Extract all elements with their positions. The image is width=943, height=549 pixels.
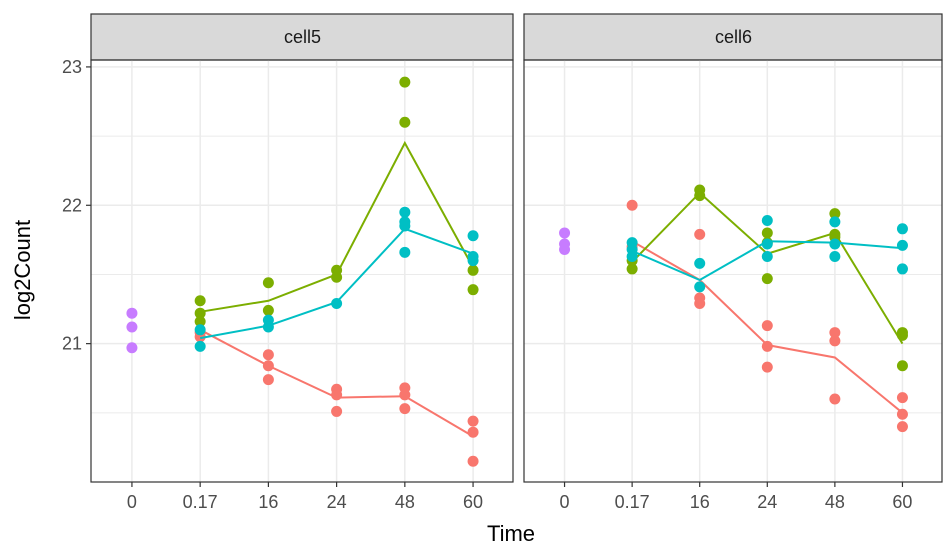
- y-axis-title: log2Count: [10, 220, 35, 320]
- data-point: [761, 340, 773, 352]
- x-tick-label: 16: [258, 492, 278, 512]
- data-point: [399, 220, 411, 232]
- data-point: [399, 76, 411, 88]
- facet-strip-label: cell6: [715, 27, 752, 47]
- x-tick-label: 0.17: [183, 492, 218, 512]
- data-point: [467, 230, 479, 242]
- panels: cell5 cell6: [90, 13, 943, 483]
- data-point: [559, 244, 571, 256]
- data-point: [399, 206, 411, 218]
- data-point: [194, 307, 206, 319]
- data-point: [262, 360, 274, 372]
- data-point: [126, 342, 138, 354]
- data-point: [694, 281, 706, 293]
- x-tick-label: 48: [395, 492, 415, 512]
- data-point: [399, 389, 411, 401]
- series-control: [126, 307, 138, 354]
- data-point: [896, 263, 908, 275]
- x-axis: 0 0.17 16 24 48 60 0 0.17 16 24 48 60: [127, 482, 912, 512]
- data-point: [896, 360, 908, 372]
- y-tick-label: 21: [62, 334, 82, 354]
- data-point: [829, 327, 841, 339]
- x-tick-label: 0: [127, 492, 137, 512]
- data-point: [467, 426, 479, 438]
- data-point: [694, 190, 706, 202]
- data-point: [559, 227, 571, 239]
- x-tick-label: 0.17: [615, 492, 650, 512]
- data-point: [262, 277, 274, 289]
- data-point: [761, 227, 773, 239]
- data-point: [467, 264, 479, 276]
- data-point: [829, 208, 841, 220]
- data-point: [896, 239, 908, 251]
- data-point: [896, 392, 908, 404]
- y-axis: 21 22 23: [62, 57, 91, 354]
- data-point: [896, 223, 908, 235]
- x-tick-label: 16: [690, 492, 710, 512]
- panel-cell5: cell5: [90, 13, 514, 483]
- data-point: [194, 340, 206, 352]
- data-point: [761, 320, 773, 332]
- data-point: [399, 246, 411, 258]
- x-axis-title: Time: [487, 521, 535, 546]
- data-point: [194, 316, 206, 328]
- data-point: [331, 271, 343, 283]
- data-point: [829, 393, 841, 405]
- data-point: [262, 321, 274, 333]
- data-point: [331, 389, 343, 401]
- facet-strip: [523, 13, 943, 61]
- data-point: [126, 307, 138, 319]
- y-tick-label: 22: [62, 195, 82, 215]
- series-blue: [626, 214, 908, 293]
- data-point: [626, 263, 638, 275]
- data-point: [626, 250, 638, 262]
- data-point: [761, 250, 773, 262]
- data-point: [761, 361, 773, 373]
- facet-strip-label: cell5: [284, 27, 321, 47]
- x-tick-label: 60: [892, 492, 912, 512]
- panel-border: [90, 59, 514, 483]
- data-point: [626, 199, 638, 211]
- panel-cell6: cell6: [523, 13, 943, 483]
- data-point: [761, 273, 773, 285]
- data-point: [829, 335, 841, 347]
- series-green: [194, 76, 479, 328]
- data-point: [896, 408, 908, 420]
- data-point: [761, 238, 773, 250]
- x-tick-label: 60: [463, 492, 483, 512]
- series-blue: [194, 206, 479, 352]
- data-point: [262, 349, 274, 361]
- data-point: [399, 403, 411, 415]
- series-control: [559, 227, 571, 256]
- data-point: [467, 455, 479, 467]
- data-point: [761, 214, 773, 226]
- data-point: [467, 255, 479, 267]
- x-tick-label: 48: [825, 492, 845, 512]
- facet-strip: [90, 13, 514, 61]
- data-point: [126, 321, 138, 333]
- x-tick-label: 24: [757, 492, 777, 512]
- panel-border: [523, 59, 943, 483]
- data-point: [331, 298, 343, 310]
- data-point: [896, 329, 908, 341]
- data-point: [896, 421, 908, 433]
- data-point: [467, 415, 479, 427]
- x-tick-label: 24: [327, 492, 347, 512]
- data-point: [399, 116, 411, 128]
- data-point: [694, 298, 706, 310]
- data-point: [262, 304, 274, 316]
- x-tick-label: 0: [560, 492, 570, 512]
- data-point: [694, 257, 706, 269]
- data-point: [829, 238, 841, 250]
- data-point: [194, 295, 206, 307]
- data-point: [262, 374, 274, 386]
- data-point: [194, 324, 206, 336]
- data-point: [829, 250, 841, 262]
- data-point: [467, 284, 479, 296]
- y-tick-label: 23: [62, 57, 82, 77]
- data-point: [694, 228, 706, 240]
- data-point: [331, 405, 343, 417]
- data-point: [829, 216, 841, 228]
